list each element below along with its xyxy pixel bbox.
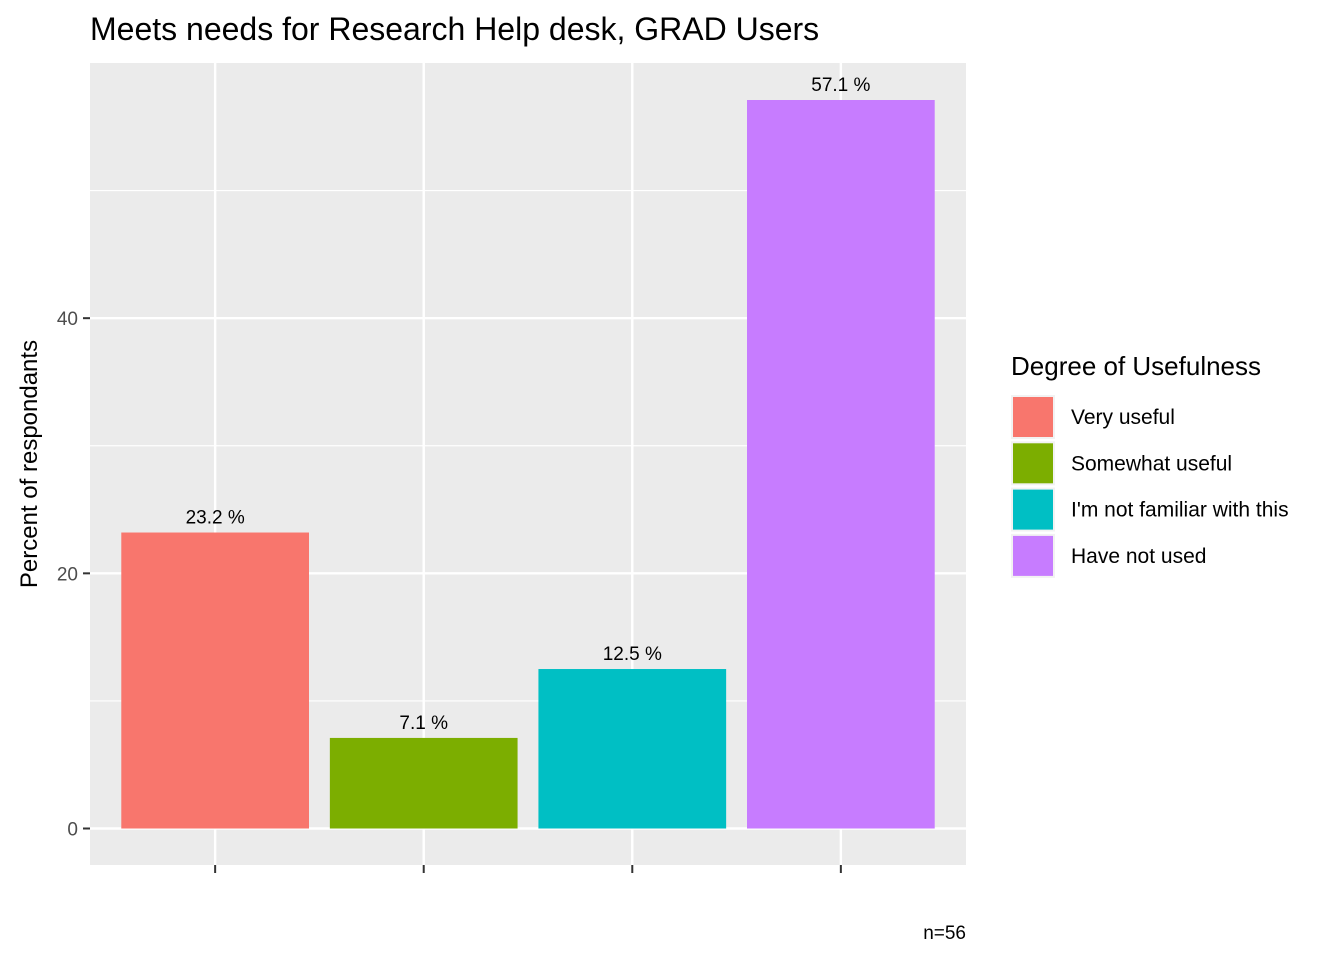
y-tick-label: 20 <box>57 564 78 585</box>
bar <box>329 737 518 829</box>
y-tick-label: 40 <box>57 309 78 330</box>
legend-label: Somewhat useful <box>1071 452 1232 475</box>
legend-label: Very useful <box>1071 406 1175 429</box>
legend-items: Very useful Somewhat useful I'm not famili… <box>1011 395 1289 578</box>
y-axis: 0 20 40 <box>57 309 90 841</box>
legend-label: Have not used <box>1071 545 1206 568</box>
chart-title: Meets needs for Research Help desk, GRAD… <box>90 11 819 47</box>
bar <box>538 669 727 829</box>
legend-title: Degree of Usefulness <box>1011 351 1261 381</box>
bar-value-label: 12.5 % <box>603 644 662 665</box>
y-tick-label: 0 <box>67 820 78 841</box>
bars <box>121 99 935 829</box>
bar <box>747 99 935 829</box>
bar-value-label: 57.1 % <box>811 75 870 96</box>
bar <box>121 532 310 829</box>
x-axis <box>214 865 842 873</box>
bar-value-label: 23.2 % <box>186 508 245 529</box>
legend-label: I'm not familiar with this <box>1071 499 1289 522</box>
bar-value-labels: 23.2 % 7.1 % 12.5 % 57.1 % <box>186 75 871 734</box>
legend-swatch <box>1013 397 1053 437</box>
y-axis-title: Percent of respondants <box>16 340 43 588</box>
bar-value-label: 7.1 % <box>399 713 448 734</box>
legend-swatch <box>1013 443 1053 484</box>
legend-swatch <box>1013 489 1053 530</box>
legend: Degree of Usefulness Very useful Somewhat… <box>1011 351 1289 578</box>
caption: n=56 <box>923 923 966 944</box>
legend-swatch <box>1013 535 1053 576</box>
